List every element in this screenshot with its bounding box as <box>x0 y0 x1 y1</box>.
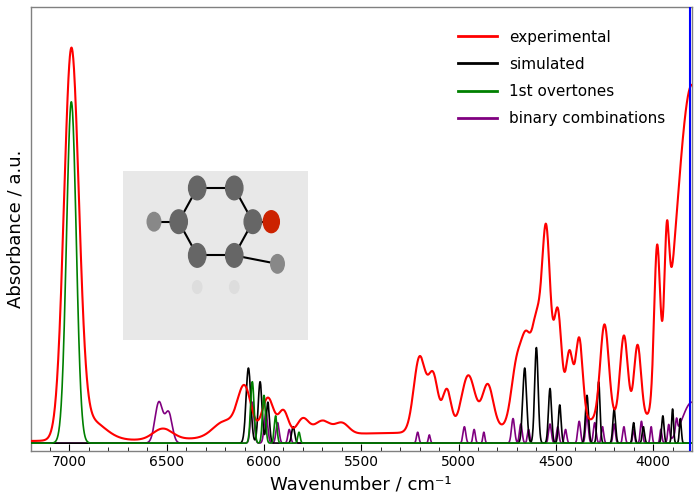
Y-axis label: Absorbance / a.u.: Absorbance / a.u. <box>7 150 25 308</box>
Legend: experimental, simulated, 1st overtones, binary combinations: experimental, simulated, 1st overtones, … <box>452 24 671 132</box>
X-axis label: Wavenumber / cm⁻¹: Wavenumber / cm⁻¹ <box>271 475 452 493</box>
